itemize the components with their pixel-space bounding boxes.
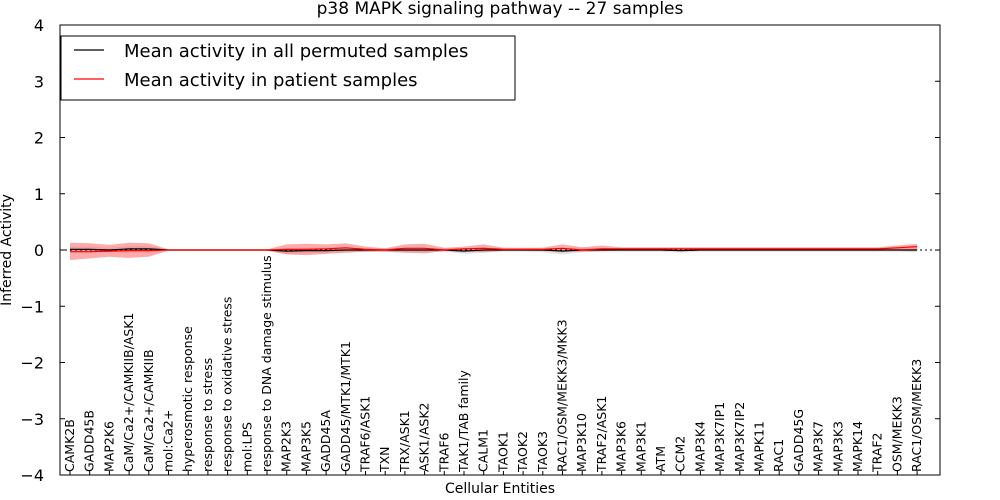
plot-area-frame — [59, 24, 941, 476]
y-tick-label: 0 — [34, 241, 44, 260]
legend-label-patient: Mean activity in patient samples — [124, 70, 418, 91]
x-tick-label: RAC1/OSM/MEKK3 — [909, 359, 924, 472]
x-tick-label: MAP3K6 — [614, 421, 629, 472]
x-tick-label: CaM/Ca2+/CAMKIIB/ASK1 — [121, 313, 136, 472]
y-tick-label: 3 — [34, 72, 44, 91]
chart-title: p38 MAPK signaling pathway -- 27 samples — [317, 0, 684, 19]
x-tick-label: TRAF2/ASK1 — [594, 396, 609, 473]
x-tick-label: TRX/ASK1 — [397, 410, 412, 473]
legend: Mean activity in all permuted samples Me… — [60, 35, 516, 101]
x-tick-label: RAC1/OSM/MEKK3/MKK3 — [555, 319, 570, 472]
x-tick-label: ATM — [653, 446, 668, 472]
x-tick-label: TRAF6/ASK1 — [358, 396, 373, 473]
x-tick-label: ASK1/ASK2 — [417, 403, 432, 472]
y-tick-label: −3 — [20, 410, 44, 429]
x-tick-label: CCM2 — [673, 436, 688, 472]
series-line-patient — [70, 246, 918, 253]
x-tick-label: TRAF2 — [870, 432, 885, 473]
x-tick-label: MAPK11 — [752, 421, 767, 472]
x-tick-label: MAP2K3 — [279, 421, 294, 472]
x-tick-label: response to oxidative stress — [220, 297, 235, 472]
x-tick-label: TAK1/TAB family — [456, 369, 471, 473]
x-tick-label: TXN — [377, 446, 392, 473]
legend-box — [60, 35, 516, 101]
x-tick-label: TRAF6 — [436, 432, 451, 473]
x-tick-label: mol:LPS — [239, 422, 254, 472]
x-tick-label: MAP2K6 — [101, 421, 116, 472]
band-patient — [70, 242, 918, 261]
x-tick-label: GADD45A — [318, 410, 333, 472]
x-tick-label: MAP3K7 — [811, 421, 826, 472]
legend-label-permuted: Mean activity in all permuted samples — [124, 41, 468, 62]
x-tick-label: MAP3K3 — [830, 421, 845, 472]
x-tick-label: TAOK2 — [515, 431, 530, 473]
series-lines — [70, 246, 918, 253]
x-tick-label: RAC1 — [771, 439, 786, 472]
y-tick-label: −1 — [20, 297, 44, 316]
x-tick-label: CALM1 — [476, 429, 491, 472]
x-tick-label: hyperosmotic response — [180, 326, 195, 472]
y-ticks: 4 3 2 1 0 −1 −2 −3 −4 — [20, 16, 940, 485]
y-tick-label: 2 — [34, 129, 44, 148]
x-tick-label: MAP3K7IP1 — [712, 402, 727, 472]
y-tick-label: −4 — [20, 466, 44, 485]
x-tick-label: CAMK2B — [62, 419, 77, 472]
y-tick-label: 4 — [34, 16, 44, 35]
x-tick-labels: CAMK2B GADD45B MAP2K6 CaM/Ca2+/CAMKIIB/ASK1… — [62, 255, 924, 475]
x-tick-label: GADD45/MTK1/MTK1 — [338, 341, 353, 472]
x-axis-label: Cellular Entities — [445, 481, 555, 497]
x-tick-label: GADD45B — [82, 410, 97, 472]
x-tick-label: OSM/MEKK3 — [889, 396, 904, 472]
x-tick-label: TAOK3 — [535, 431, 550, 473]
x-tick-label: MAP3K10 — [574, 413, 589, 472]
x-tick-label: TAOK1 — [495, 431, 510, 473]
x-tick-label: MAPK14 — [850, 421, 865, 472]
x-tick-label: GADD45G — [791, 409, 806, 472]
y-tick-label: 1 — [34, 185, 44, 204]
confidence-bands — [70, 242, 918, 261]
y-axis-label: Inferred Activity — [0, 194, 15, 306]
x-tick-label: response to stress — [200, 358, 215, 472]
y-tick-label: −2 — [20, 354, 44, 373]
x-tick-label: MAP3K1 — [633, 421, 648, 472]
x-tick-label: MAP3K4 — [692, 421, 707, 472]
x-tick-label: MAP3K5 — [298, 421, 313, 472]
x-tick-label: response to DNA damage stimulus — [259, 255, 274, 472]
x-tick-label: CaM/Ca2+/CAMKIIB — [141, 349, 156, 472]
x-tick-label: MAP3K7IP2 — [732, 402, 747, 472]
x-tick-label: mol:Ca2+ — [161, 410, 176, 472]
